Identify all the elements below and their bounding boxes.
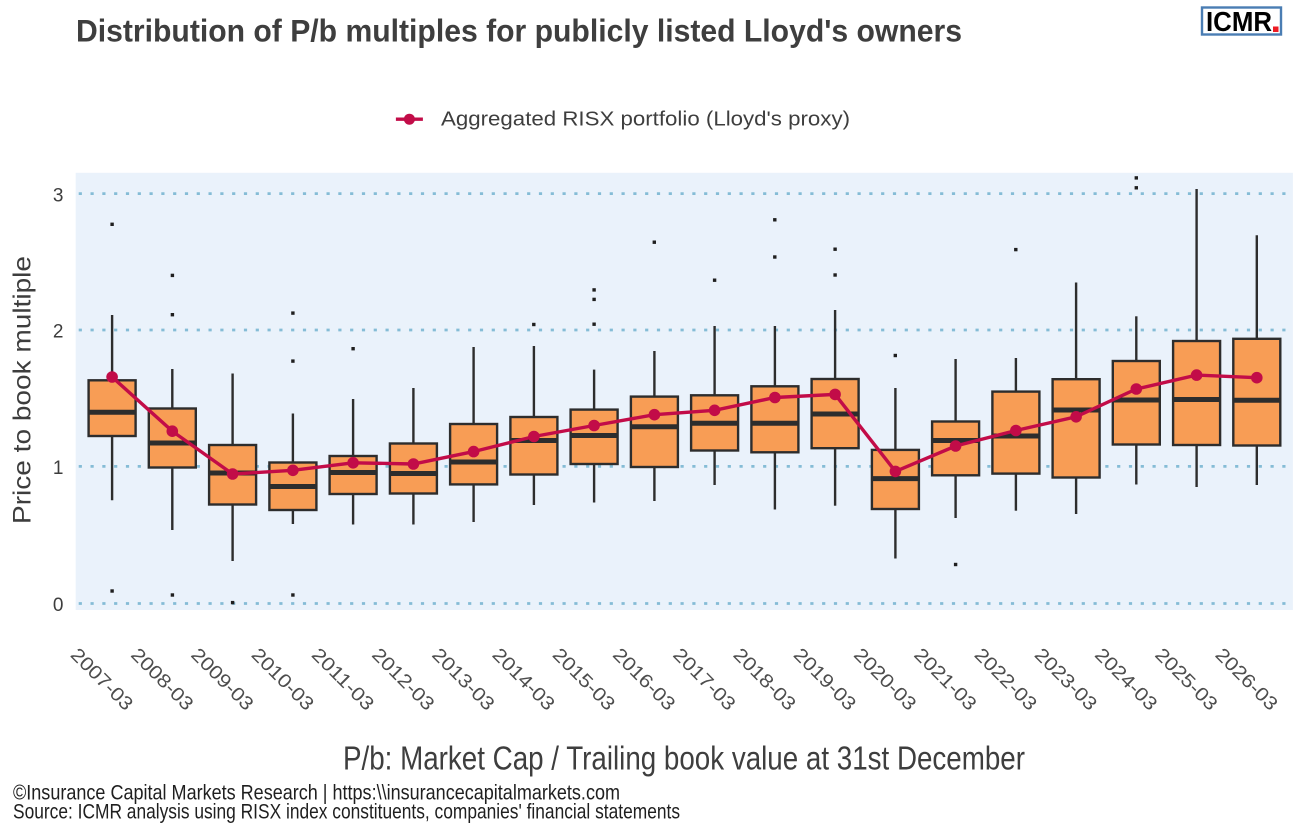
svg-text:ICMR: ICMR — [1206, 6, 1272, 37]
svg-text:P/b: Market Cap / Trailing boo: P/b: Market Cap / Trailing book value at… — [343, 740, 1025, 777]
svg-text:Source: ICMR analysis using RI: Source: ICMR analysis using RISX index c… — [13, 801, 680, 824]
svg-text:3: 3 — [53, 185, 64, 206]
svg-text:Price to book multiple: Price to book multiple — [9, 256, 37, 524]
svg-text:0: 0 — [53, 595, 64, 616]
svg-text:Distribution of P/b multiples: Distribution of P/b multiples for public… — [76, 13, 962, 49]
svg-text:1: 1 — [53, 458, 64, 479]
svg-text:Aggregated RISX portfolio (Llo: Aggregated RISX portfolio (Lloyd's proxy… — [441, 109, 850, 131]
svg-text:2: 2 — [53, 322, 64, 343]
svg-text:©Insurance Capital Markets Res: ©Insurance Capital Markets Research | ht… — [13, 782, 620, 805]
